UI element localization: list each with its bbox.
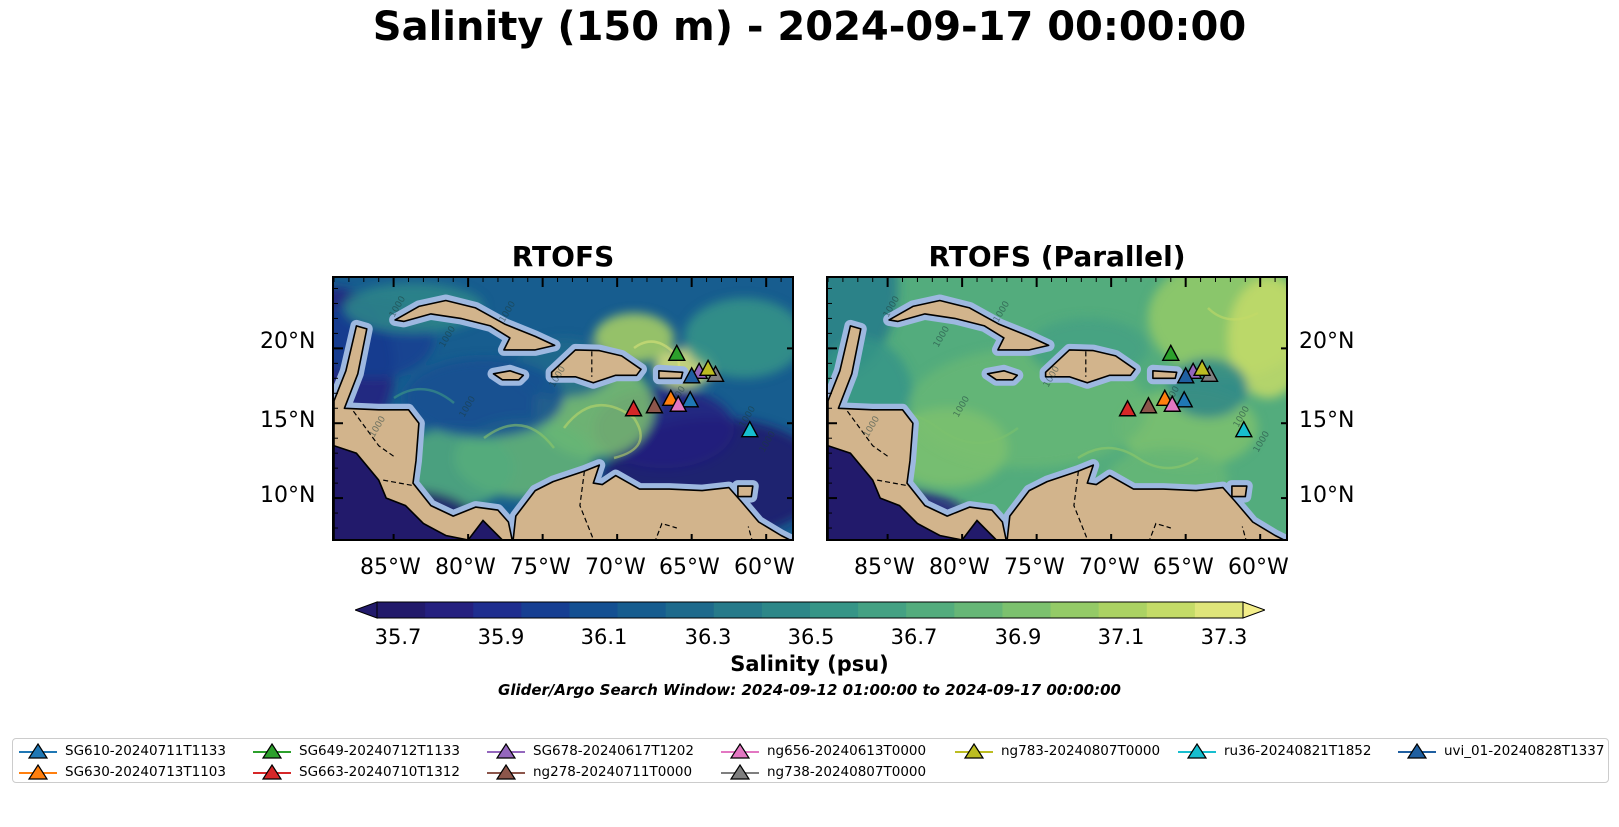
lon-tick-label: 85°W xyxy=(360,555,421,580)
lon-tick-label: 75°W xyxy=(1004,555,1065,580)
glider-marker[interactable] xyxy=(624,399,643,417)
glider-marker[interactable] xyxy=(1161,343,1180,362)
panel-title-rtofs: RTOFS xyxy=(511,240,615,273)
lon-tick-label: 70°W xyxy=(1079,555,1140,580)
legend-label: ru36-20240821T1852 xyxy=(1224,743,1372,759)
glider-marker[interactable] xyxy=(698,358,718,377)
glider-marker[interactable] xyxy=(1175,390,1194,408)
triangle-marker-icon xyxy=(19,764,57,780)
search-window-caption: Glider/Argo Search Window: 2024-09-12 01… xyxy=(498,681,1121,699)
legend-item[interactable]: SG649-20240712T1133 xyxy=(253,743,460,759)
glider-marker[interactable] xyxy=(740,420,759,438)
lat-tick-label: 20°N xyxy=(260,329,316,354)
legend-label: ng656-20240613T0000 xyxy=(767,743,927,759)
legend-item[interactable]: ng278-20240711T0000 xyxy=(487,764,692,780)
glider-marker[interactable] xyxy=(1192,358,1212,377)
lat-tick-label: 10°N xyxy=(1299,483,1355,508)
triangle-marker-icon xyxy=(253,743,291,759)
legend-label: SG663-20240710T1312 xyxy=(299,764,460,780)
legend-label: SG630-20240713T1103 xyxy=(65,764,226,780)
glider-marker[interactable] xyxy=(1234,420,1253,438)
colorbar-gradient xyxy=(353,601,1267,619)
triangle-marker-icon xyxy=(1398,743,1436,759)
figure-title: Salinity (150 m) - 2024-09-17 00:00:00 xyxy=(372,4,1247,50)
glider-legend: SG610-20240711T1133 SG630-20240713T1103 … xyxy=(12,738,1609,783)
colorbar-tick-label: 36.7 xyxy=(890,625,938,649)
legend-label: ng783-20240807T0000 xyxy=(1001,743,1161,759)
lon-tick-label: 60°W xyxy=(734,555,795,580)
glider-marker[interactable] xyxy=(669,394,688,412)
glider-marker[interactable] xyxy=(1118,399,1137,417)
colorbar-tick-label: 37.3 xyxy=(1200,625,1248,649)
legend-item[interactable]: ng783-20240807T0000 xyxy=(955,743,1160,759)
lat-tick-label: 10°N xyxy=(260,483,316,508)
triangle-marker-icon xyxy=(955,743,993,759)
legend-item[interactable]: SG663-20240710T1312 xyxy=(253,764,460,780)
legend-item[interactable]: ng738-20240807T0000 xyxy=(721,764,926,780)
colorbar-tick-label: 36.9 xyxy=(994,625,1042,649)
lat-tick-label: 15°N xyxy=(1299,408,1355,433)
legend-item[interactable]: ru36-20240821T1852 xyxy=(1178,743,1371,759)
colorbar-tick-label: 36.1 xyxy=(580,625,628,649)
triangle-marker-icon xyxy=(487,743,525,759)
triangle-marker-icon xyxy=(253,764,291,780)
legend-label: SG678-20240617T1202 xyxy=(533,743,694,759)
triangle-marker-icon xyxy=(721,764,759,780)
triangle-marker-icon xyxy=(721,743,759,759)
glider-marker[interactable] xyxy=(1176,366,1195,384)
panel-title-rtofs-parallel: RTOFS (Parallel) xyxy=(928,240,1186,273)
glider-marker[interactable] xyxy=(645,396,664,414)
colorbar-label: Salinity (psu) xyxy=(730,652,889,676)
glider-marker[interactable] xyxy=(1163,394,1182,412)
glider-marker[interactable] xyxy=(667,343,686,362)
lon-tick-label: 75°W xyxy=(510,555,571,580)
colorbar-tick-label: 37.1 xyxy=(1097,625,1145,649)
colorbar-tick-label: 36.5 xyxy=(787,625,835,649)
glider-marker[interactable] xyxy=(681,390,700,408)
legend-item[interactable]: uvi_01-20240828T1337 xyxy=(1398,743,1604,759)
legend-item[interactable]: SG630-20240713T1103 xyxy=(19,764,226,780)
lon-tick-label: 65°W xyxy=(659,555,720,580)
lon-tick-label: 65°W xyxy=(1153,555,1214,580)
colorbar xyxy=(353,601,1267,623)
glider-marker[interactable] xyxy=(682,366,701,384)
lon-tick-label: 85°W xyxy=(854,555,915,580)
triangle-marker-icon xyxy=(487,764,525,780)
triangle-marker-icon xyxy=(1178,743,1216,759)
glider-marker[interactable] xyxy=(1139,396,1158,414)
legend-label: SG649-20240712T1133 xyxy=(299,743,460,759)
triangle-marker-icon xyxy=(19,743,57,759)
lat-tick-label: 15°N xyxy=(260,408,316,433)
lon-tick-label: 70°W xyxy=(585,555,646,580)
lon-tick-label: 60°W xyxy=(1228,555,1289,580)
legend-label: ng738-20240807T0000 xyxy=(767,764,927,780)
legend-item[interactable]: SG610-20240711T1133 xyxy=(19,743,226,759)
legend-label: uvi_01-20240828T1337 xyxy=(1444,743,1605,759)
lon-tick-label: 80°W xyxy=(435,555,496,580)
lat-tick-label: 20°N xyxy=(1299,329,1355,354)
colorbar-tick-label: 36.3 xyxy=(684,625,732,649)
legend-item[interactable]: ng656-20240613T0000 xyxy=(721,743,926,759)
colorbar-tick-label: 35.7 xyxy=(374,625,422,649)
legend-label: ng278-20240711T0000 xyxy=(533,764,693,780)
legend-item[interactable]: SG678-20240617T1202 xyxy=(487,743,694,759)
lon-tick-label: 80°W xyxy=(929,555,990,580)
colorbar-tick-label: 35.9 xyxy=(477,625,525,649)
legend-label: SG610-20240711T1133 xyxy=(65,743,226,759)
